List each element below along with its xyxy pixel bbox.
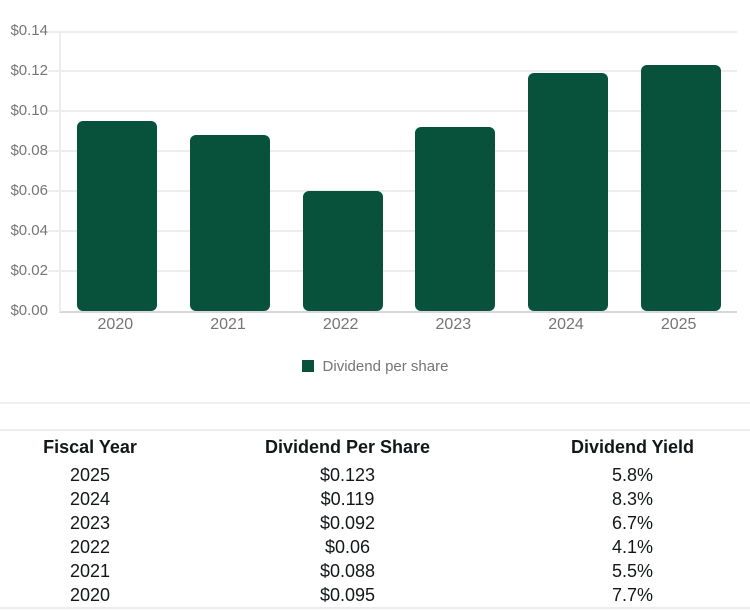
cell-dividend-yield: 5.5% — [611, 560, 654, 581]
cell-dividend-per-share: $0.119 — [320, 488, 375, 509]
table-row: 2022 $0.06 4.1% — [0, 535, 750, 559]
y-axis-label: $0.04 — [10, 222, 48, 239]
table-header-row: Fiscal Year Dividend Per Share Dividend … — [0, 430, 750, 463]
plot-area — [48, 31, 737, 313]
y-axis-label: $0.14 — [10, 22, 48, 39]
cell-dividend-yield: 6.7% — [611, 512, 654, 533]
legend-swatch-icon — [301, 360, 314, 372]
cell-fiscal-year: 2022 — [69, 536, 111, 557]
legend-label: Dividend per share — [322, 357, 449, 375]
bar-2023[interactable] — [415, 127, 496, 311]
header-dividend-per-share: Dividend Per Share — [264, 436, 431, 457]
y-axis-label: $0.00 — [10, 302, 48, 319]
header-dividend-yield: Dividend Yield — [570, 436, 695, 457]
gridline — [48, 110, 737, 112]
y-axis-label: $0.02 — [10, 262, 48, 279]
cell-fiscal-year: 2021 — [69, 560, 111, 581]
cell-fiscal-year: 2024 — [69, 488, 111, 509]
cell-dividend-per-share: $0.123 — [319, 464, 376, 485]
x-axis-label: 2025 — [660, 316, 697, 333]
dividend-table-section: Fiscal Year Dividend Per Share Dividend … — [0, 429, 750, 609]
cell-dividend-per-share: $0.095 — [319, 584, 376, 605]
dividend-bar-chart: $0.14 $0.12 $0.10 $0.08 $0.06 $0.04 $0.02 $0.00… — [0, 22, 750, 375]
cell-fiscal-year: 2025 — [69, 464, 111, 485]
cell-dividend-yield: 5.8% — [611, 464, 654, 485]
cell-dividend-yield: 7.7% — [611, 584, 654, 605]
bar-2021[interactable] — [190, 135, 270, 311]
table-row: 2020 $0.095 7.7% — [0, 583, 750, 608]
cell-dividend-per-share: $0.06 — [324, 536, 371, 557]
gridline — [48, 230, 737, 232]
table-row: 2024 $0.119 8.3% — [0, 487, 750, 511]
chart-legend: Dividend per share — [0, 357, 750, 375]
cell-dividend-yield: 8.3% — [611, 488, 654, 509]
table-row: 2023 $0.092 6.7% — [0, 511, 750, 535]
gridline — [48, 190, 737, 192]
bar-2020[interactable] — [77, 121, 158, 311]
bar-2022[interactable] — [302, 191, 383, 311]
x-axis-label: 2022 — [322, 316, 359, 333]
y-axis-label: $0.08 — [10, 142, 48, 159]
cell-dividend-per-share: $0.088 — [319, 560, 376, 581]
bar-2024[interactable] — [528, 73, 608, 311]
dividends-table: Fiscal Year Dividend Per Share Dividend … — [0, 429, 750, 609]
cell-dividend-yield: 4.1% — [611, 536, 654, 557]
gridline — [48, 70, 737, 72]
cell-fiscal-year: 2023 — [69, 512, 111, 533]
bar-2025[interactable] — [640, 65, 721, 311]
gridline — [48, 150, 737, 152]
y-axis-label: $0.10 — [10, 102, 48, 119]
table-row: 2021 $0.088 5.5% — [0, 559, 750, 583]
x-axis-label: 2023 — [435, 316, 472, 333]
header-fiscal-year: Fiscal Year — [43, 436, 137, 457]
cell-dividend-per-share: $0.092 — [319, 512, 376, 533]
gridline — [48, 270, 737, 272]
x-axis-label: 2024 — [548, 316, 584, 333]
table-row: 2025 $0.123 5.8% — [0, 463, 750, 487]
section-divider — [0, 402, 750, 404]
y-axis-label: $0.12 — [10, 62, 48, 79]
gridline — [48, 31, 737, 33]
x-axis-label: 2021 — [210, 316, 246, 333]
x-axis-label: 2020 — [97, 316, 134, 333]
y-axis-label: $0.06 — [10, 182, 48, 199]
cell-fiscal-year: 2020 — [69, 584, 111, 605]
